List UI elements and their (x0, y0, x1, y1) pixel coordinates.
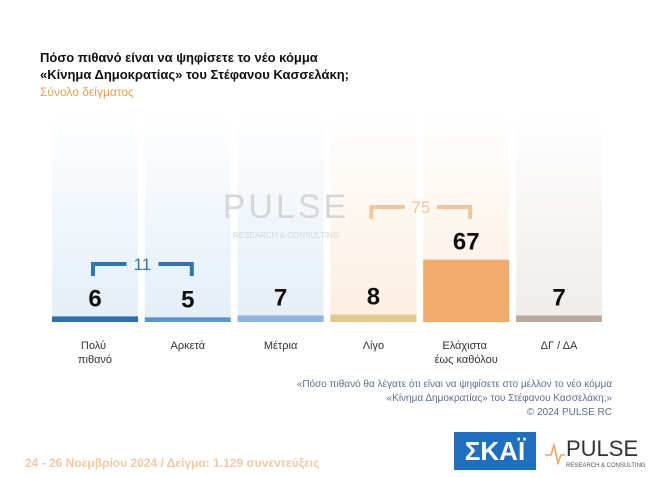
group-total: 75 (411, 198, 430, 217)
bar (237, 315, 324, 322)
bar (423, 259, 510, 322)
skai-logo (454, 432, 536, 470)
value-label: 8 (367, 284, 380, 311)
pulse-icon (545, 442, 565, 466)
title: Πόσο πιθανό είναι να ψηφίσετε το νέο κόμ… (40, 50, 318, 65)
category-label: Πολύ πιθανό (78, 340, 112, 366)
group-total: 11 (134, 255, 152, 274)
column-panel (144, 113, 231, 322)
value-label: 7 (552, 284, 565, 311)
column-panel (237, 113, 324, 322)
watermark: RESEARCH & CONSULTING (233, 231, 339, 240)
column-panel (52, 113, 138, 322)
category-label: ΔΓ / ΔΑ (541, 340, 578, 352)
value-label: 5 (181, 286, 194, 313)
column-panel (516, 113, 602, 322)
value-label: 67 (453, 229, 480, 256)
category-label: Λίγο (363, 340, 384, 352)
skai-logo-text: ΣΚΑΪ (465, 436, 526, 466)
footer: 24 - 26 Νοεμβρίου 2024 / Δείγμα: 1.129 σ… (25, 456, 319, 470)
pulse-logo: PULSE (566, 436, 638, 461)
bar (52, 316, 138, 322)
value-label: 7 (274, 284, 287, 311)
copyright: © 2024 PULSE RC (527, 407, 612, 418)
category-label: Αρκετά (171, 340, 206, 352)
category-label: Μέτρια (264, 340, 298, 352)
category-label: Ελάχιστα έως καθόλου (435, 340, 498, 366)
value-label: 6 (88, 285, 101, 312)
subtitle: Σύνολο δείγματος (40, 85, 134, 99)
bar (144, 317, 231, 322)
title: «Κίνημα Δημοκρατίας» του Στέφανου Κασσελ… (40, 67, 349, 82)
note: «Πόσο πιθανό θα λέγατε ότι είναι να ψηφί… (297, 378, 612, 390)
bracket (369, 205, 473, 219)
note: «Κίνημα Δημοκρατίας» του Στέφανου Κασσελ… (387, 392, 613, 404)
bar (516, 315, 602, 322)
bracket (91, 262, 194, 276)
pulse-tagline: RESEARCH & CONSULTING (566, 463, 646, 469)
bar (330, 314, 417, 322)
watermark: PULSE (223, 188, 350, 226)
